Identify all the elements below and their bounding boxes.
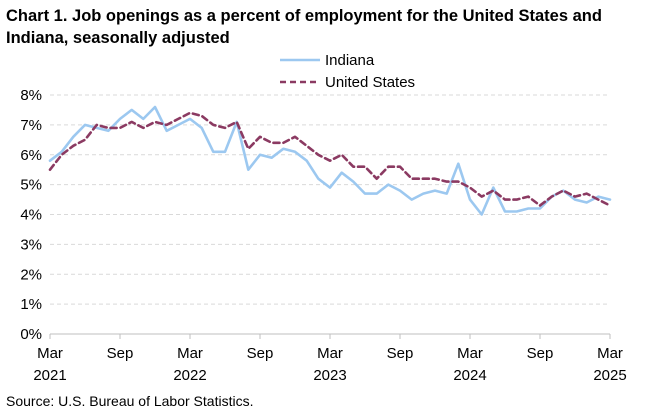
source-note: Source: U.S. Bureau of Labor Statistics. (6, 393, 254, 409)
series-line-united-states (48, 111, 612, 207)
y-tick-label: 1% (20, 296, 42, 313)
y-tick-label: 3% (20, 236, 42, 253)
x-tick-month: Sep (387, 345, 414, 362)
x-axis-ticks: Mar 2021 Sep Mar 2022 Sep Mar 2023 Sep Mar 2024 Sep… (33, 334, 627, 384)
x-tick-year: 2021 (33, 367, 66, 384)
legend: Indiana United States (280, 52, 415, 91)
y-axis-ticks: 0% 1% 2% 3% 4% 5% 6% 7% 8% (20, 87, 42, 343)
y-tick-label: 4% (20, 207, 42, 224)
gridlines (50, 94, 610, 335)
series-line-indiana (48, 105, 612, 216)
legend-label: Indiana (325, 52, 375, 69)
y-tick-label: 8% (20, 87, 42, 104)
series-lines (48, 105, 612, 216)
x-tick-month: Mar (597, 345, 623, 362)
x-tick-month: Mar (317, 345, 343, 362)
x-tick-year: 2023 (313, 367, 346, 384)
x-tick-month: Sep (527, 345, 554, 362)
x-tick-month: Sep (247, 345, 274, 362)
y-tick-label: 0% (20, 326, 42, 343)
y-tick-label: 5% (20, 177, 42, 194)
x-tick-month: Sep (107, 345, 134, 362)
x-tick-month: Mar (457, 345, 483, 362)
y-tick-label: 6% (20, 147, 42, 164)
x-tick-year: 2024 (453, 367, 486, 384)
x-tick-month: Mar (37, 345, 63, 362)
legend-label: United States (325, 74, 415, 91)
x-tick-month: Mar (177, 345, 203, 362)
y-tick-label: 2% (20, 266, 42, 283)
x-tick-year: 2022 (173, 367, 206, 384)
chart-title: Chart 1. Job openings as a percent of em… (6, 7, 602, 47)
y-tick-label: 7% (20, 117, 42, 134)
x-tick-year: 2025 (593, 367, 626, 384)
